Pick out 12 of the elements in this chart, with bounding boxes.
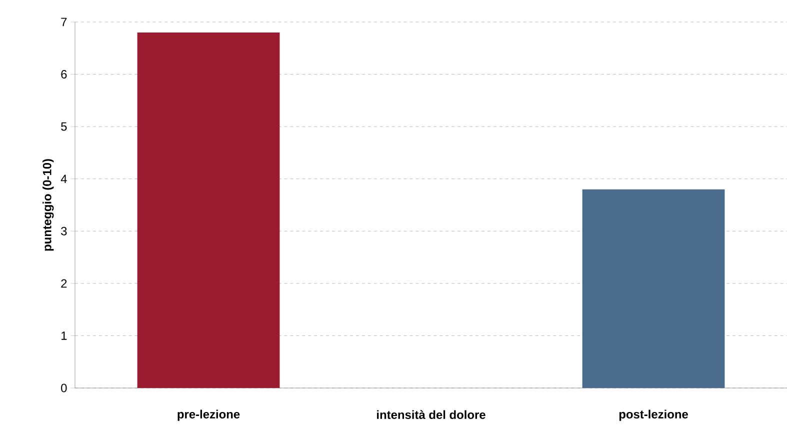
x-tick-label: pre-lezione (178, 410, 240, 421)
y-tick-label: 7 (61, 18, 67, 26)
y-tick-label: 1 (61, 332, 67, 340)
y-tick-label: 5 (61, 122, 67, 131)
y-tick-label: 2 (61, 279, 67, 288)
x-axis-title: intensità del dolore (377, 410, 486, 419)
x-tick-label: post-lezione (619, 410, 688, 421)
y-tick-label: 3 (61, 226, 67, 236)
y-tick-label: 6 (61, 70, 67, 79)
y-tick-label: 4 (60, 174, 67, 183)
y-axis-title: punteggio (0-10) (42, 159, 54, 251)
y-tick-label: 0 (61, 384, 67, 392)
